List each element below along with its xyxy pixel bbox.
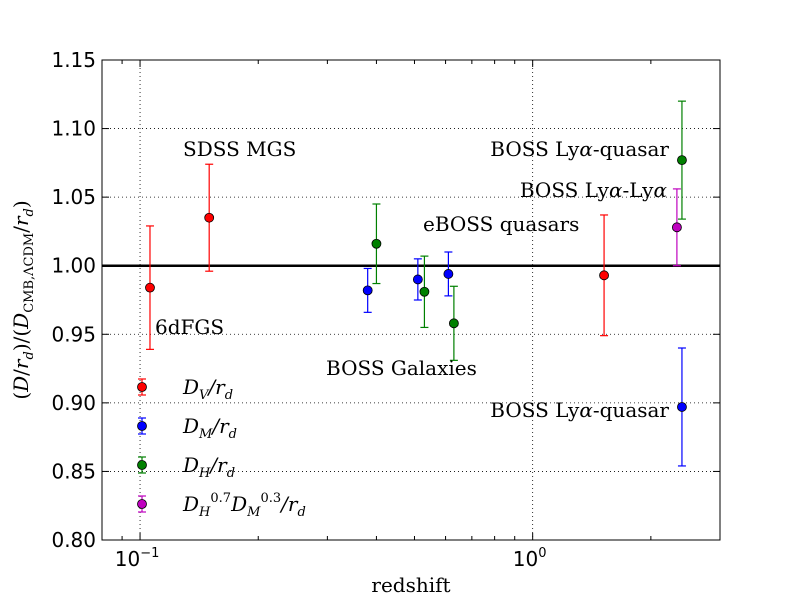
y-label-part: r [9, 215, 33, 226]
x-tick-exponent: 0 [538, 546, 546, 561]
series-0 [145, 163, 609, 350]
y-label-subscript: d [22, 351, 37, 359]
legend: DV/rd DM/rd DH/rd DH0.7DM0.3/rd [137, 375, 306, 520]
annotation-boss-lya-lya: BOSS Lyα-Lyα [520, 178, 668, 202]
legend-markers [137, 378, 147, 513]
y-tick-label: 1.15 [51, 48, 96, 72]
legend-text: /r [208, 453, 228, 477]
annotation-sdss-mgs: SDSS MGS [183, 137, 296, 161]
legend-subscript: d [225, 388, 233, 403]
series-2 [371, 100, 687, 361]
y-tick-label: 1.05 [51, 185, 96, 209]
plot-frame [101, 59, 721, 541]
legend-subscript: d [227, 466, 235, 481]
data-point [443, 269, 454, 279]
y-tick-label: 0.85 [51, 459, 96, 483]
annotation-6dfgs: 6dFGS [155, 315, 224, 339]
data-point [419, 286, 430, 297]
data-point [677, 155, 687, 166]
annotation-boss-lya-quasar-upper: BOSS Lyα-quasar [490, 137, 669, 161]
legend-text: /r [210, 414, 230, 438]
legend-label-dhdm: DH0.7DM0.3/rd [182, 491, 306, 520]
y-tick-label: 1.00 [51, 254, 96, 278]
x-axis-label: redshift [371, 573, 450, 597]
annotation-text: -quasar [593, 398, 670, 422]
annotation-greek: α [653, 178, 667, 202]
legend-marker [137, 499, 147, 509]
legend-superscript: 0.3 [260, 491, 281, 506]
y-label-part: r [9, 358, 33, 369]
legend-text: D [182, 492, 199, 516]
legend-text: /r [206, 375, 226, 399]
annotation-text: -quasar [593, 137, 670, 161]
data-point [362, 285, 373, 296]
y-label-part: )/( [9, 329, 33, 351]
data-point [599, 270, 609, 281]
data-point [204, 212, 215, 223]
annotation-text: BOSS Ly [490, 137, 580, 161]
data-point [412, 274, 423, 285]
annotation-text: BOSS Ly [490, 398, 580, 422]
legend-label-dm: DM/rd [182, 414, 237, 442]
legend-subscript: M [246, 505, 261, 520]
legend-text: /r [279, 492, 299, 516]
legend-text: D [182, 453, 199, 477]
legend-text: D [182, 414, 199, 438]
legend-marker [137, 421, 147, 431]
annotation-greek: α [579, 398, 593, 422]
series-3 [672, 188, 682, 267]
y-label-subscript: CMB,ΛCDM [22, 233, 37, 313]
y-tick-label: 0.80 [51, 528, 96, 552]
series-1 [362, 251, 687, 467]
data-layer [145, 100, 687, 467]
legend-subscript: H [198, 466, 211, 481]
data-point [677, 402, 687, 412]
y-tick-label: 0.90 [51, 391, 96, 415]
y-label-part: D [9, 376, 33, 393]
annotation-eboss-quasars: eBOSS quasars [423, 212, 579, 236]
y-label-subscript: d [22, 208, 37, 216]
legend-subscript: V [199, 388, 210, 403]
annotation-boss-galaxies: BOSS Galaxies [326, 356, 477, 380]
y-tick-label: 0.95 [51, 322, 96, 346]
y-label-part: ( [9, 392, 33, 400]
data-point [371, 238, 382, 249]
y-label-part: / [9, 369, 33, 376]
legend-text: D [182, 375, 199, 399]
data-point [672, 222, 682, 233]
data-point [448, 318, 459, 329]
annotation-boss-lya-quasar-lower: BOSS Lyα-quasar [490, 398, 669, 422]
annotation-greek: α [609, 178, 623, 202]
legend-marker [137, 460, 147, 470]
legend-subscript: d [297, 505, 305, 520]
legend-label-dh: DH/rd [182, 453, 235, 481]
annotation-greek: α [579, 137, 593, 161]
y-label-part: ) [9, 200, 33, 208]
data-point [145, 282, 155, 293]
y-tick-label: 1.10 [51, 117, 96, 141]
y-axis-label: (D/rd)/(DCMB,ΛCDM/rd) [9, 200, 37, 399]
y-label-part: D [9, 313, 33, 330]
legend-text: D [230, 492, 247, 516]
legend-marker [137, 382, 147, 392]
legend-subscript: M [198, 427, 213, 442]
y-label-part: / [9, 226, 33, 233]
x-tick-exponent: −1 [140, 546, 159, 561]
legend-label-dv: DV/rd [182, 375, 233, 403]
annotation-text: -Ly [622, 178, 654, 202]
legend-subscript: d [229, 427, 237, 442]
legend-superscript: 0.7 [210, 491, 231, 506]
annotation-text: BOSS Ly [520, 178, 610, 202]
legend-subscript: H [198, 505, 211, 520]
